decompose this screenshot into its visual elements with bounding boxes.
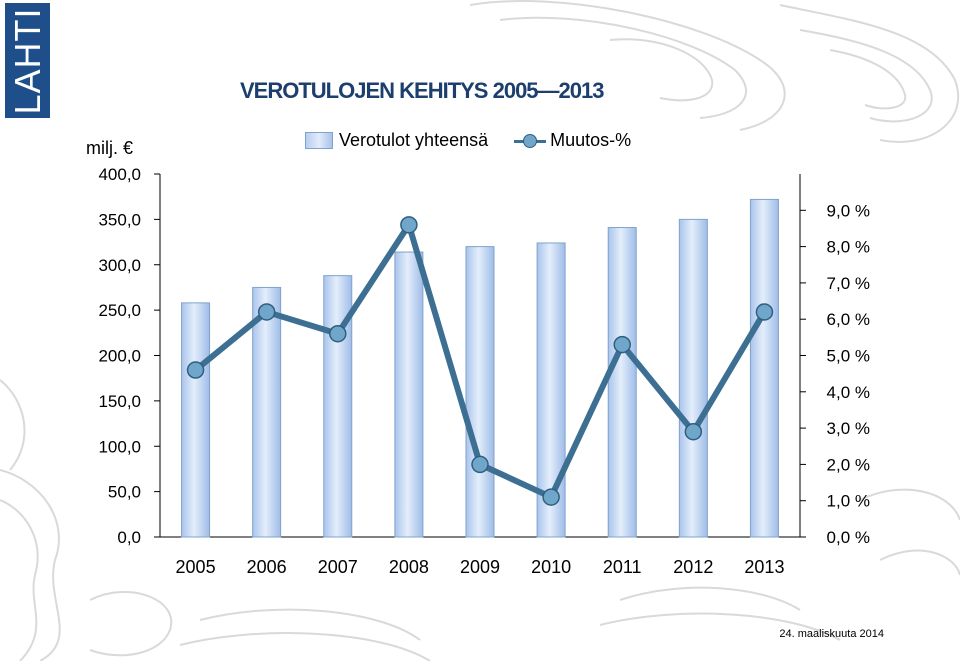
point-2010: [542, 488, 560, 506]
point-2011: [613, 335, 631, 354]
y-right-tick-label: 9,0 %: [827, 201, 870, 220]
point-2009: [471, 455, 489, 474]
y-right-tick-label: 7,0 %: [827, 274, 870, 293]
y-left-tick-label: 0,0: [117, 528, 141, 547]
bar-2012: [678, 218, 708, 538]
bar-2005: [181, 302, 211, 538]
y-left-tick-label: 250,0: [98, 301, 141, 320]
x-tick-label: 2006: [247, 557, 287, 577]
legend-label-bars: Verotulot yhteensä: [339, 130, 489, 150]
legend-line-swatch: [514, 133, 547, 149]
point-2013: [755, 303, 774, 321]
y-left-tick-label: 400,0: [98, 165, 141, 184]
point-2012: [684, 422, 703, 441]
bar-2009: [465, 246, 495, 538]
y-right-tick-label: 2,0 %: [827, 455, 870, 474]
y-right-tick-label: 0,0 %: [827, 528, 870, 547]
y-right-tick-label: 4,0 %: [827, 383, 870, 402]
y-right-tick-label: 8,0 %: [827, 238, 870, 257]
x-tick-label: 2012: [673, 557, 713, 577]
bar-2011: [607, 227, 637, 538]
y-axis-unit-label: milj. €: [86, 138, 134, 158]
y-left-tick-label: 150,0: [98, 392, 141, 411]
x-tick-label: 2007: [318, 557, 358, 577]
lahti-logo: LAHTI: [5, 3, 50, 118]
point-2007: [329, 324, 347, 343]
x-tick-label: 2008: [389, 557, 429, 577]
y-left-tick-label: 100,0: [98, 437, 141, 456]
x-tick-label: 2011: [603, 557, 642, 577]
x-tick-label: 2013: [744, 557, 784, 577]
y-right-tick-label: 1,0 %: [827, 492, 870, 511]
y-left-tick-label: 50,0: [108, 483, 141, 502]
bar-2008: [394, 251, 424, 538]
y-right-tick-label: 5,0 %: [827, 347, 870, 366]
y-left-tick-label: 200,0: [98, 347, 141, 366]
x-tick-label: 2005: [176, 557, 216, 577]
chart-title: VEROTULOJEN KEHITYS 2005—2013: [240, 78, 604, 103]
x-tick-label: 2010: [531, 557, 571, 577]
legend-bar-swatch: [305, 132, 333, 149]
y-left-tick-label: 300,0: [98, 256, 141, 275]
bar-2010: [536, 242, 566, 538]
point-2006: [257, 303, 276, 321]
y-right-tick-label: 3,0 %: [827, 419, 870, 438]
y-left-tick-label: 350,0: [98, 210, 141, 229]
point-2008: [400, 216, 418, 234]
footer-date: 24. maaliskuuta 2014: [779, 628, 884, 640]
y-right-tick-label: 6,0 %: [827, 310, 870, 329]
bar-2006: [252, 286, 282, 538]
x-tick-label: 2009: [460, 557, 500, 577]
bar-2013: [749, 198, 779, 538]
legend-label-line: Muutos-%: [550, 130, 632, 150]
point-2005: [186, 361, 205, 379]
chart-legend: Verotulot yhteensä Muutos-%: [305, 130, 631, 151]
